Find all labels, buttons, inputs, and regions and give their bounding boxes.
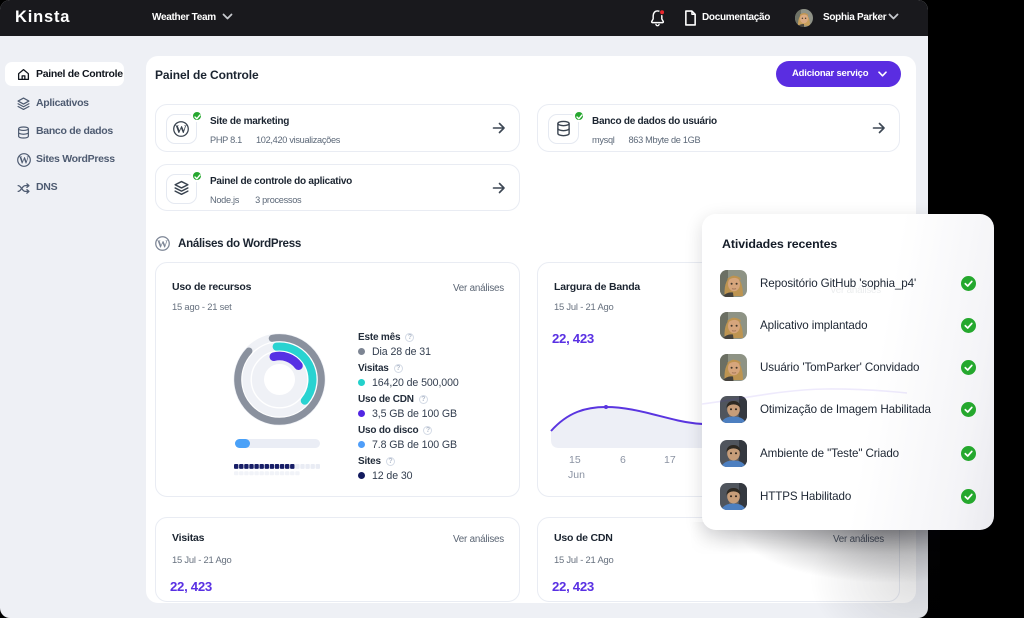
svg-text:W: W (157, 238, 168, 250)
svg-text:W: W (19, 156, 30, 167)
svg-text:W: W (175, 123, 187, 136)
